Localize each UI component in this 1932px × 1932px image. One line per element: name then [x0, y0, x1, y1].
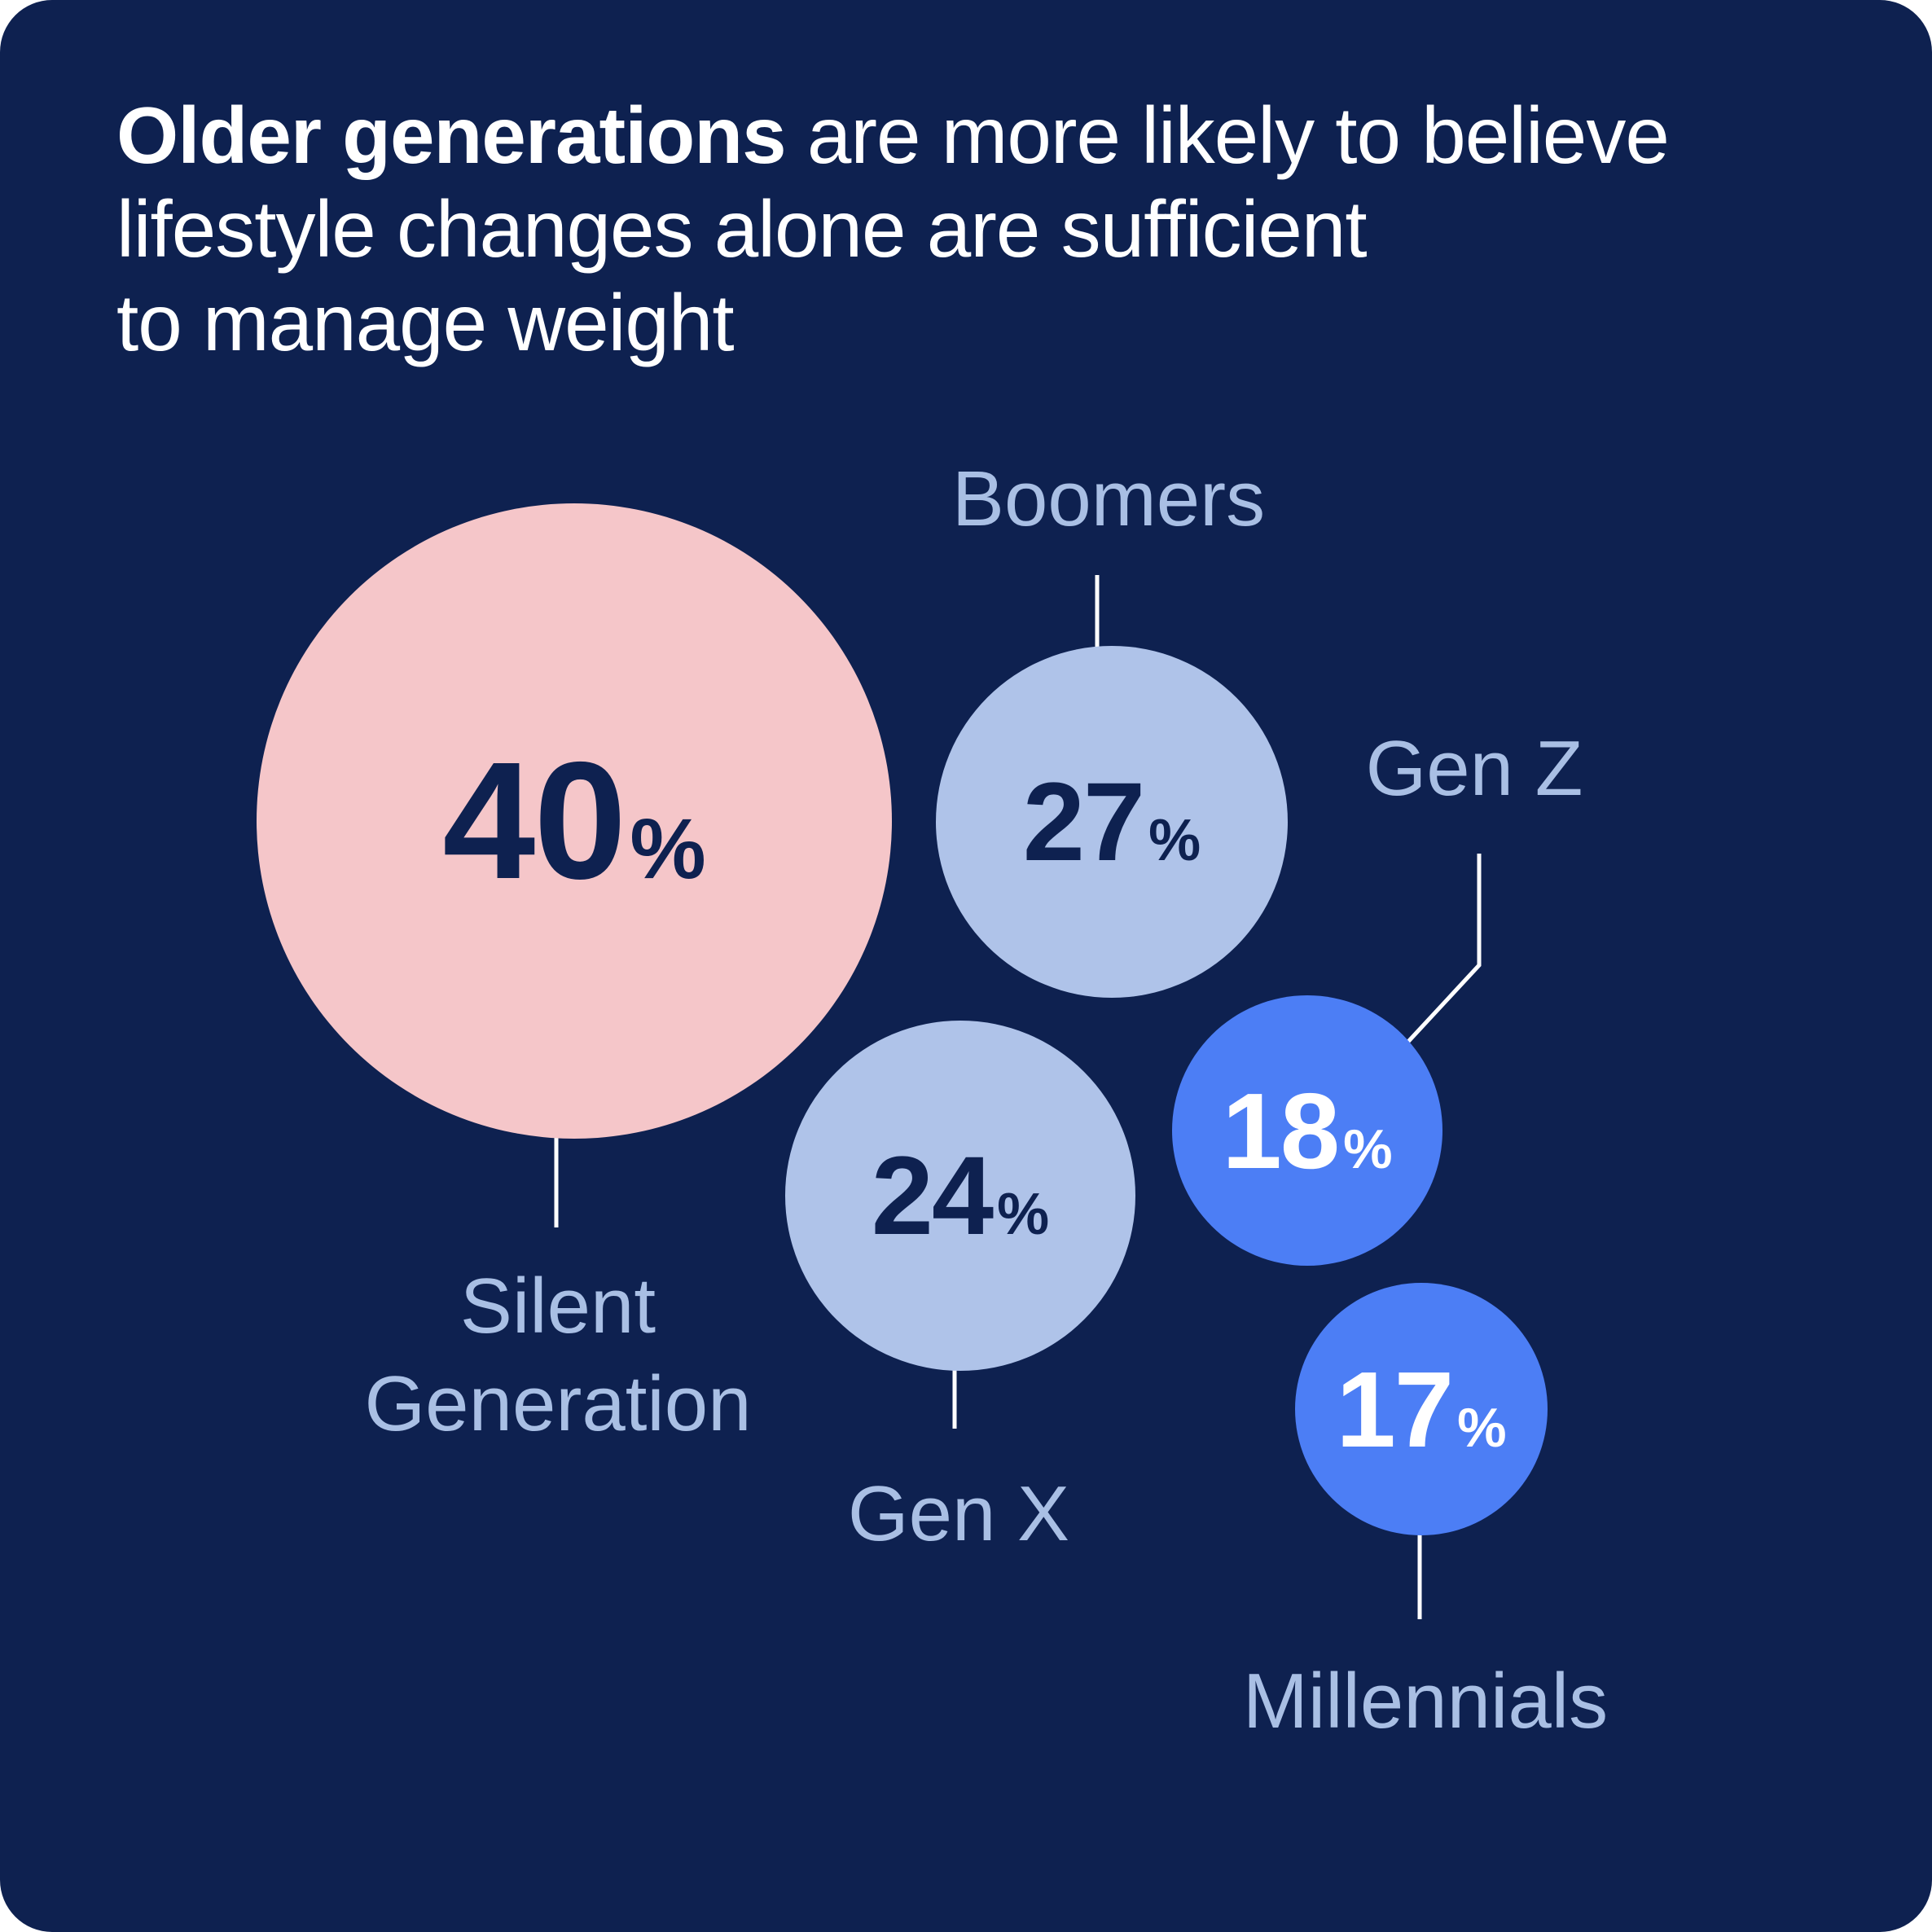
percent-sign: %: [1343, 1117, 1393, 1180]
bubble-value: 17: [1336, 1349, 1454, 1469]
bubble-value-row: 27%: [1023, 758, 1201, 886]
bubble-value: 27: [1022, 759, 1145, 885]
bubble-value-row: 24%: [872, 1132, 1049, 1260]
title-bold-segment: Older generations: [116, 90, 787, 180]
title-regular-segment: are more likely to believe: [785, 90, 1670, 180]
title-line-3: to manage weight: [116, 278, 735, 367]
bubble-value-row: 17%: [1336, 1348, 1506, 1471]
bubble-circle-boomers: 27%: [936, 646, 1288, 998]
bubble-value-row: 40%: [442, 725, 705, 917]
bubble-label-gen-x: Gen X: [847, 1470, 1070, 1557]
percent-sign: %: [1457, 1396, 1507, 1459]
bubble-circle-gen-x: 24%: [785, 1021, 1135, 1371]
bubble-value-row: 18%: [1222, 1069, 1392, 1192]
percent-sign: %: [1148, 807, 1201, 873]
bubble-label-millennials: Millennials: [1242, 1658, 1609, 1745]
bubble-circle-millennials: 17%: [1295, 1283, 1548, 1535]
title-line-2: lifestyle changes alone are sufficient: [116, 184, 1368, 274]
chart-title: Older generations are more likely to bel…: [116, 89, 1670, 370]
title-line-1: Older generations are more likely to bel…: [116, 89, 1670, 182]
bubble-value: 40: [442, 727, 626, 914]
bubble-value: 24: [871, 1133, 994, 1258]
bubble-label-boomers: Boomers: [951, 455, 1266, 542]
bubble-label-silent-generation: Silent Generation: [364, 1262, 752, 1447]
bubble-value: 18: [1222, 1070, 1340, 1191]
bubble-label-gen-z: Gen Z: [1365, 725, 1583, 812]
bubble-circle-gen-z: 18%: [1172, 995, 1442, 1266]
percent-sign: %: [997, 1181, 1050, 1247]
bubble-circle-silent-generation: 40%: [257, 503, 892, 1139]
percent-sign: %: [630, 801, 706, 897]
